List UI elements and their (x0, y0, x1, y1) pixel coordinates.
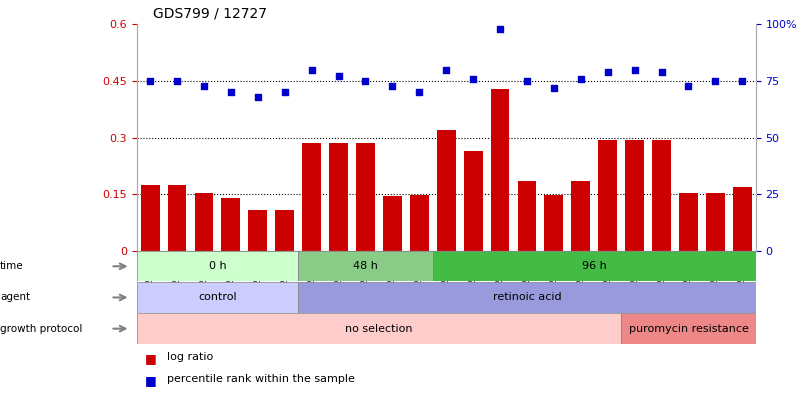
Point (439, 66, 452, 73)
Bar (544, 195, 563, 251)
Bar (571, 181, 589, 251)
Point (278, 89, 291, 96)
Bar (651, 140, 671, 251)
Text: 48 h: 48 h (353, 261, 377, 271)
Bar (194, 192, 213, 251)
Point (681, 82, 694, 89)
Point (708, 78, 721, 84)
Bar (732, 187, 751, 251)
Point (520, 78, 532, 84)
Point (251, 94, 264, 100)
Bar (328, 143, 348, 251)
Text: 96 h: 96 h (581, 261, 606, 271)
Text: 0 h: 0 h (208, 261, 226, 271)
Bar (625, 140, 643, 251)
Point (547, 85, 560, 91)
Bar (248, 209, 267, 251)
Bar (490, 89, 509, 251)
Point (573, 75, 586, 82)
Bar (356, 143, 374, 251)
Bar (382, 196, 402, 251)
Point (493, 26, 506, 32)
Point (627, 66, 640, 73)
Point (601, 69, 613, 75)
Point (224, 89, 237, 96)
Text: percentile rank within the sample: percentile rank within the sample (167, 374, 355, 384)
Bar (298, 251, 432, 281)
Point (198, 82, 210, 89)
Bar (137, 313, 621, 344)
Bar (436, 130, 455, 251)
Bar (679, 192, 697, 251)
Point (170, 78, 183, 84)
Point (359, 78, 372, 84)
Point (305, 66, 318, 73)
Bar (298, 282, 755, 313)
Point (413, 89, 426, 96)
Bar (137, 282, 298, 313)
Bar (275, 209, 294, 251)
Text: ■: ■ (145, 374, 157, 387)
Text: retinoic acid: retinoic acid (492, 292, 560, 303)
Bar (302, 143, 320, 251)
Text: growth protocol: growth protocol (0, 324, 82, 334)
Bar (141, 185, 159, 251)
Bar (167, 185, 186, 251)
Bar (705, 192, 724, 251)
Point (332, 73, 344, 80)
Point (144, 78, 157, 84)
Bar (432, 251, 755, 281)
Bar (621, 313, 755, 344)
Point (735, 78, 748, 84)
Point (385, 82, 398, 89)
Bar (221, 198, 240, 251)
Bar (137, 251, 298, 281)
Text: log ratio: log ratio (167, 352, 214, 362)
Bar (410, 195, 428, 251)
Text: ■: ■ (145, 352, 157, 365)
Text: time: time (0, 261, 23, 271)
Bar (597, 140, 617, 251)
Bar (517, 181, 536, 251)
Point (654, 69, 667, 75)
Text: control: control (198, 292, 236, 303)
Point (466, 75, 479, 82)
Text: agent: agent (0, 292, 30, 303)
Bar (463, 151, 482, 251)
Text: no selection: no selection (344, 324, 412, 334)
Text: GDS799 / 12727: GDS799 / 12727 (153, 6, 267, 20)
Text: puromycin resistance: puromycin resistance (628, 324, 748, 334)
